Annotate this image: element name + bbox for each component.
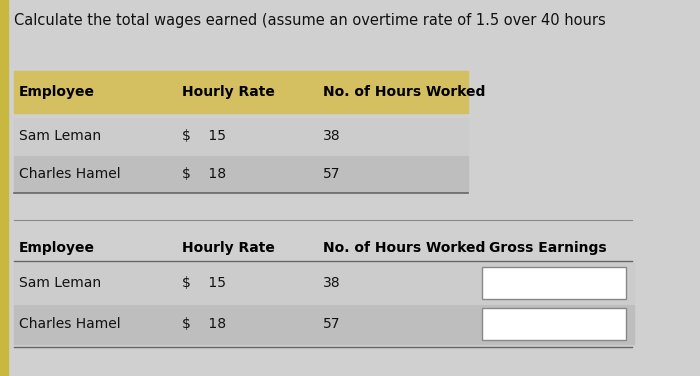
Text: Sam Leman: Sam Leman [19,129,102,143]
Text: No. of Hours Worked: No. of Hours Worked [323,241,485,255]
Bar [14,71,468,113]
Text: Charles Hamel: Charles Hamel [19,317,121,331]
Bar [14,263,634,303]
Bar [14,156,468,192]
Text: $    15: $ 15 [182,276,226,290]
Text: $    18: $ 18 [182,167,226,181]
Bar [14,305,634,344]
Text: Hourly Rate: Hourly Rate [182,241,275,255]
Text: Gross Earnings: Gross Earnings [489,241,606,255]
Bar [0,0,8,376]
Text: No. of Hours Worked: No. of Hours Worked [323,85,485,99]
Bar [482,308,626,340]
Text: 38: 38 [323,129,340,143]
Text: Calculate the total wages earned (assume an overtime rate of 1.5 over 40 hours: Calculate the total wages earned (assume… [14,13,606,28]
Text: 57: 57 [323,167,340,181]
Text: Charles Hamel: Charles Hamel [19,167,121,181]
Text: Employee: Employee [19,241,95,255]
Text: 57: 57 [323,317,340,331]
Text: 38: 38 [323,276,340,290]
Text: $    15: $ 15 [182,129,226,143]
Text: $    18: $ 18 [182,317,226,331]
Text: Employee: Employee [19,85,95,99]
Bar [482,267,626,299]
Bar [14,118,468,154]
Text: Sam Leman: Sam Leman [19,276,102,290]
Text: Hourly Rate: Hourly Rate [182,85,275,99]
